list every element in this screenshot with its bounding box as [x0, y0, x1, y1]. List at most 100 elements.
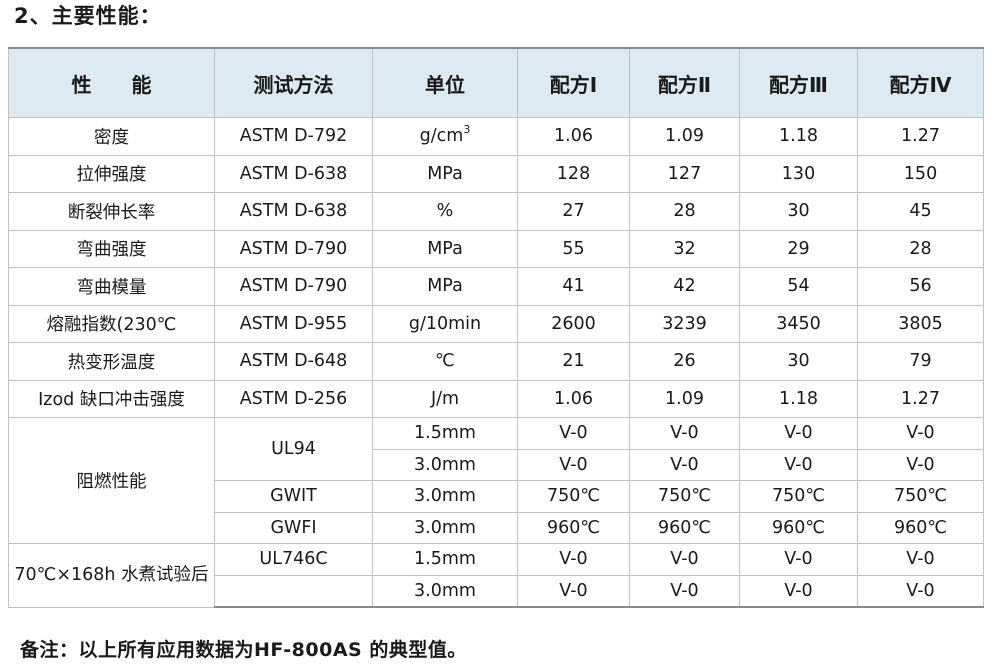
value-cell: 21: [517, 342, 630, 381]
value-cell: 32: [629, 229, 740, 268]
unit-cell: 3.0mm: [372, 480, 518, 513]
value-cell: V-0: [517, 543, 630, 576]
table-row: 拉伸强度 ASTM D-638 MPa 128 127 130 150: [8, 154, 984, 193]
table-header-row: 性 能 测试方法 单位 配方Ⅰ 配方Ⅱ 配方Ⅲ 配方Ⅳ: [8, 47, 984, 118]
value-cell: 1.06: [517, 379, 630, 418]
unit-cell: MPa: [372, 267, 518, 306]
unit-cell: g/10min: [372, 304, 518, 343]
value-cell: 3450: [739, 304, 858, 343]
table-row: 弯曲强度 ASTM D-790 MPa 55 32 29 28: [8, 229, 984, 268]
value-cell: 41: [517, 267, 630, 306]
value-cell: 128: [517, 154, 630, 193]
unit-cell: 1.5mm: [372, 417, 518, 450]
table-row: 阻燃性能 UL94 1.5mm V-0 V-0 V-0 V-0: [8, 417, 984, 544]
unit-cell: ℃: [372, 342, 518, 381]
value-cell: V-0: [517, 574, 630, 608]
value-cell: V-0: [629, 448, 740, 481]
header-formula-2: 配方Ⅱ: [629, 47, 740, 118]
value-cell: 2600: [517, 304, 630, 343]
property-cell: 断裂伸长率: [8, 192, 215, 231]
value-cell: V-0: [857, 448, 984, 481]
value-cell: 3805: [857, 304, 984, 343]
section-heading: 2、主要性能：: [14, 4, 162, 28]
value-cell: 42: [629, 267, 740, 306]
footnote: 备注：以上所有应用数据为HF-800AS 的典型值。: [20, 639, 467, 661]
value-cell: 750℃: [629, 480, 740, 513]
header-test-method: 测试方法: [214, 47, 373, 118]
value-cell: V-0: [517, 448, 630, 481]
header-formula-3: 配方Ⅲ: [739, 47, 858, 118]
method-cell: ASTM D-955: [214, 304, 373, 343]
value-cell: 55: [517, 229, 630, 268]
value-cell: 27: [517, 192, 630, 231]
value-cell: 30: [739, 342, 858, 381]
property-cell-flame: 阻燃性能: [8, 417, 215, 544]
value-cell: 1.18: [739, 117, 858, 156]
value-cell: 960℃: [629, 511, 740, 544]
value-cell: 79: [857, 342, 984, 381]
table-row: GWFI 3.0mm 960℃ 960℃ 960℃ 960℃: [9, 511, 984, 544]
table-row: 密度 ASTM D-792 g/cm3 1.06 1.09 1.18 1.27: [8, 117, 984, 156]
value-cell: 29: [739, 229, 858, 268]
unit-cell: MPa: [372, 229, 518, 268]
value-cell: 26: [629, 342, 740, 381]
value-cell: V-0: [739, 543, 858, 576]
value-cell: V-0: [739, 417, 858, 450]
value-cell: V-0: [629, 574, 740, 608]
value-cell: 127: [629, 154, 740, 193]
property-cell: 弯曲强度: [8, 229, 215, 268]
method-cell: ASTM D-790: [214, 229, 373, 268]
unit-cell: 3.0mm: [372, 574, 518, 608]
unit-cell: J/m: [372, 379, 518, 418]
property-cell: 弯曲模量: [8, 267, 215, 306]
value-cell: 3239: [629, 304, 740, 343]
unit-cell: g/cm3: [372, 117, 518, 156]
value-cell: V-0: [629, 543, 740, 576]
method-cell-gwfi: GWFI: [214, 511, 373, 544]
property-cell: Izod 缺口冲击强度: [8, 379, 215, 418]
value-cell: 28: [857, 229, 984, 268]
header-formula-1: 配方Ⅰ: [517, 47, 630, 118]
table-row: 3.0mm V-0 V-0 V-0 V-0: [9, 448, 984, 481]
value-cell: V-0: [739, 574, 858, 608]
value-cell: 28: [629, 192, 740, 231]
value-cell: V-0: [629, 417, 740, 450]
value-cell: 750℃: [739, 480, 858, 513]
value-cell: 1.06: [517, 117, 630, 156]
value-cell: V-0: [739, 448, 858, 481]
header-unit: 单位: [372, 47, 518, 118]
properties-table: 性 能 测试方法 单位 配方Ⅰ 配方Ⅱ 配方Ⅲ 配方Ⅳ 密度 ASTM D-79…: [8, 47, 984, 608]
unit-text: g/cm: [419, 126, 464, 147]
method-cell: ASTM D-638: [214, 192, 373, 231]
property-cell: 熔融指数(230℃: [8, 304, 215, 343]
unit-cell: %: [372, 192, 518, 231]
value-cell: 54: [739, 267, 858, 306]
method-cell-empty: [214, 574, 373, 608]
table-row: 断裂伸长率 ASTM D-638 % 27 28 30 45: [8, 192, 984, 231]
table-row: GWIT 3.0mm 750℃ 750℃ 750℃ 750℃: [9, 480, 984, 513]
header-property: 性 能: [8, 47, 215, 118]
property-cell: 密度: [8, 117, 215, 156]
property-cell: 拉伸强度: [8, 154, 215, 193]
value-cell: 960℃: [517, 511, 630, 544]
value-cell: 56: [857, 267, 984, 306]
property-cell: 热变形温度: [8, 342, 215, 381]
method-cell-ul746c: UL746C: [214, 543, 373, 576]
value-cell: 960℃: [739, 511, 858, 544]
value-cell: 1.09: [629, 117, 740, 156]
value-cell: 1.09: [629, 379, 740, 418]
method-cell: ASTM D-792: [214, 117, 373, 156]
value-cell: 750℃: [857, 480, 984, 513]
table-row: 弯曲模量 ASTM D-790 MPa 41 42 54 56: [8, 267, 984, 306]
value-cell: 1.18: [739, 379, 858, 418]
property-cell-water-boil: 70℃×168h 水煮试验后: [8, 543, 215, 608]
unit-cell: 1.5mm: [372, 543, 518, 576]
value-cell: 45: [857, 192, 984, 231]
value-cell: 1.27: [857, 379, 984, 418]
method-cell: ASTM D-256: [214, 379, 373, 418]
value-cell: V-0: [517, 417, 630, 450]
table-row: 熔融指数(230℃ ASTM D-955 g/10min 2600 3239 3…: [8, 304, 984, 343]
value-cell: 960℃: [857, 511, 984, 544]
value-cell: V-0: [857, 417, 984, 450]
unit-cell: 3.0mm: [372, 511, 518, 544]
